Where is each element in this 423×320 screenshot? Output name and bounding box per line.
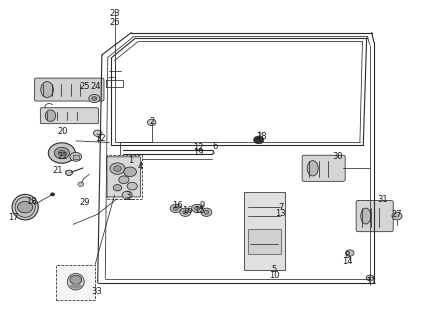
Text: 27: 27 bbox=[392, 210, 402, 219]
Circle shape bbox=[48, 143, 75, 163]
Circle shape bbox=[70, 275, 82, 284]
Circle shape bbox=[93, 130, 102, 136]
Ellipse shape bbox=[15, 197, 35, 217]
Text: 29: 29 bbox=[79, 197, 89, 206]
Text: 28: 28 bbox=[257, 132, 267, 140]
Text: 16: 16 bbox=[182, 206, 192, 215]
Circle shape bbox=[50, 193, 55, 196]
Circle shape bbox=[66, 170, 72, 175]
Text: 4: 4 bbox=[137, 162, 143, 171]
Circle shape bbox=[183, 210, 188, 214]
Circle shape bbox=[18, 201, 33, 213]
Circle shape bbox=[110, 163, 125, 174]
Circle shape bbox=[192, 204, 203, 212]
Text: 11: 11 bbox=[366, 277, 377, 286]
Ellipse shape bbox=[307, 161, 318, 176]
Circle shape bbox=[346, 250, 354, 256]
Circle shape bbox=[66, 170, 72, 175]
Text: 22: 22 bbox=[58, 152, 69, 161]
Text: 20: 20 bbox=[58, 127, 69, 136]
Wedge shape bbox=[70, 283, 81, 288]
Text: 23: 23 bbox=[109, 9, 120, 18]
Bar bbox=[107, 155, 142, 199]
Text: 2: 2 bbox=[149, 117, 154, 126]
Text: 12: 12 bbox=[193, 143, 203, 152]
Text: 10: 10 bbox=[269, 271, 279, 280]
Circle shape bbox=[170, 204, 181, 212]
Text: 31: 31 bbox=[377, 195, 387, 204]
Circle shape bbox=[127, 182, 137, 190]
Text: 15: 15 bbox=[194, 206, 204, 215]
Text: 16: 16 bbox=[172, 201, 182, 210]
Circle shape bbox=[58, 150, 65, 156]
Circle shape bbox=[66, 170, 72, 175]
FancyBboxPatch shape bbox=[302, 155, 345, 181]
Text: 18: 18 bbox=[26, 197, 36, 206]
FancyBboxPatch shape bbox=[107, 157, 141, 197]
Circle shape bbox=[254, 136, 264, 144]
Circle shape bbox=[204, 210, 209, 214]
Circle shape bbox=[92, 97, 97, 100]
Circle shape bbox=[180, 208, 191, 216]
FancyBboxPatch shape bbox=[244, 192, 285, 270]
Circle shape bbox=[70, 152, 82, 161]
Text: 26: 26 bbox=[109, 19, 120, 28]
Text: 9: 9 bbox=[200, 201, 205, 210]
FancyBboxPatch shape bbox=[356, 200, 393, 232]
Circle shape bbox=[124, 167, 137, 177]
Circle shape bbox=[195, 206, 200, 210]
Circle shape bbox=[147, 119, 156, 125]
Circle shape bbox=[78, 182, 84, 187]
Circle shape bbox=[89, 94, 100, 103]
Text: 6: 6 bbox=[212, 142, 217, 151]
Text: 14: 14 bbox=[342, 257, 352, 266]
Circle shape bbox=[119, 176, 129, 184]
Circle shape bbox=[113, 185, 122, 191]
Text: 5: 5 bbox=[271, 265, 277, 275]
Text: 32: 32 bbox=[95, 134, 105, 143]
Text: 21: 21 bbox=[52, 166, 63, 175]
Text: 8: 8 bbox=[345, 251, 350, 260]
Ellipse shape bbox=[41, 82, 53, 98]
Text: 1: 1 bbox=[128, 156, 133, 165]
Circle shape bbox=[201, 208, 212, 216]
Circle shape bbox=[54, 147, 69, 159]
FancyBboxPatch shape bbox=[34, 78, 104, 101]
Bar bbox=[56, 265, 95, 300]
Ellipse shape bbox=[67, 273, 84, 290]
Circle shape bbox=[122, 191, 132, 199]
Ellipse shape bbox=[45, 110, 56, 122]
Ellipse shape bbox=[12, 195, 38, 220]
Circle shape bbox=[114, 166, 121, 172]
Text: 24: 24 bbox=[90, 82, 101, 91]
Circle shape bbox=[392, 212, 402, 220]
Circle shape bbox=[366, 275, 374, 281]
Text: 7: 7 bbox=[278, 203, 283, 212]
Text: 3: 3 bbox=[125, 191, 131, 200]
Ellipse shape bbox=[361, 208, 371, 224]
FancyBboxPatch shape bbox=[73, 155, 79, 159]
Circle shape bbox=[66, 170, 72, 175]
Text: 33: 33 bbox=[91, 287, 102, 296]
Text: 17: 17 bbox=[8, 213, 19, 222]
Circle shape bbox=[173, 206, 178, 210]
FancyBboxPatch shape bbox=[40, 108, 99, 124]
Text: 19: 19 bbox=[193, 148, 203, 157]
Text: 25: 25 bbox=[80, 82, 90, 91]
Text: 13: 13 bbox=[275, 209, 286, 218]
FancyBboxPatch shape bbox=[248, 228, 281, 254]
Text: 30: 30 bbox=[332, 152, 343, 161]
